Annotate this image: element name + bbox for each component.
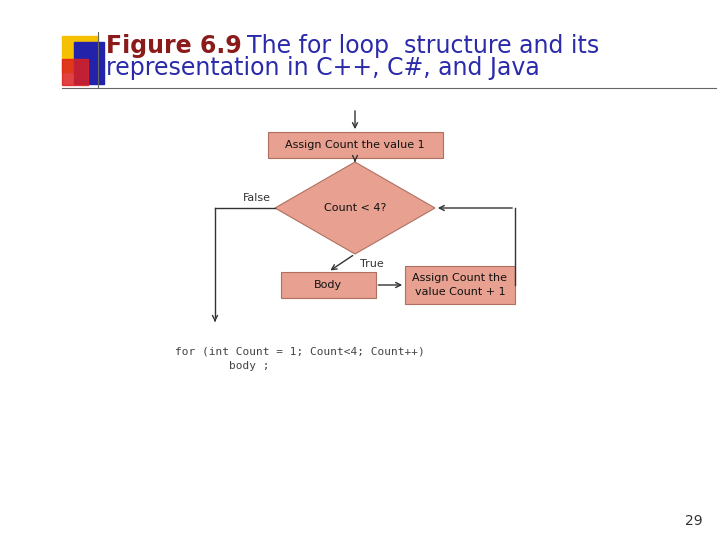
Text: Assign Count the
value Count + 1: Assign Count the value Count + 1 xyxy=(413,273,508,297)
Polygon shape xyxy=(275,162,435,254)
Text: representation in C++, C#, and Java: representation in C++, C#, and Java xyxy=(106,56,540,80)
Text: Count < 4?: Count < 4? xyxy=(324,203,386,213)
Bar xyxy=(62,59,88,85)
Text: Body: Body xyxy=(314,280,342,290)
FancyBboxPatch shape xyxy=(268,132,443,158)
FancyBboxPatch shape xyxy=(281,272,376,298)
Text: False: False xyxy=(243,193,271,203)
Text: Assign Count the value 1: Assign Count the value 1 xyxy=(285,140,425,150)
Text: body ;: body ; xyxy=(175,361,269,371)
Text: The for loop  structure and its: The for loop structure and its xyxy=(232,34,599,58)
FancyBboxPatch shape xyxy=(405,266,515,304)
Text: 29: 29 xyxy=(685,514,703,528)
Bar xyxy=(62,36,98,72)
Bar xyxy=(74,42,104,84)
Text: for (int Count = 1; Count<4; Count++): for (int Count = 1; Count<4; Count++) xyxy=(175,347,425,357)
Text: True: True xyxy=(360,259,384,269)
Text: Figure 6.9: Figure 6.9 xyxy=(106,34,242,58)
